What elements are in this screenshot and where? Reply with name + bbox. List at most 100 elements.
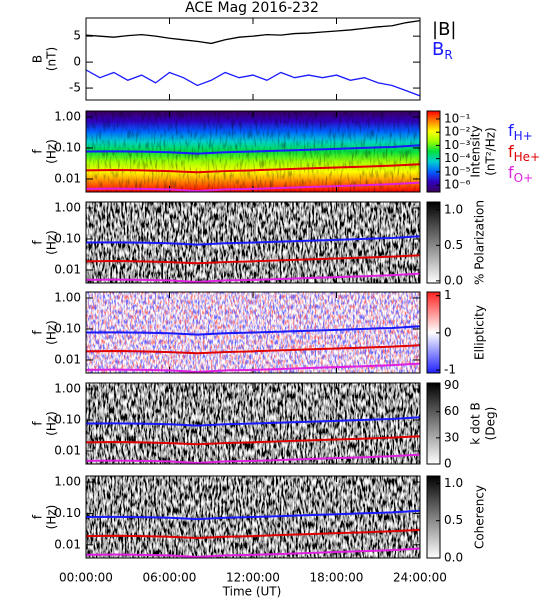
data-line [86,144,420,155]
y-tick-label: 0.01 [54,443,81,457]
data-line [86,528,420,539]
data-line [86,69,420,97]
y-tick-label: 1.00 [54,381,81,395]
colorbar-tick-label: 1 [444,288,452,302]
legend-name: f [508,142,514,161]
data-line [86,272,420,283]
y-tick-label: 0.10 [54,231,81,245]
data-line [86,509,420,521]
colorbar-tick-label: 0 [444,325,452,339]
data-line [86,416,420,427]
data-line [86,181,420,192]
data-line [86,325,420,336]
colorbar-tick-label: 10⁻⁴ [444,151,471,165]
colorbar-label: Ellipticity [473,305,487,360]
legend-name: |B| [432,19,456,40]
colorbar-tick-label: 1.0 [444,202,463,216]
legend-subscript: H+ [514,129,533,143]
plot-frame [85,291,421,374]
colorbar-tick-label: 0.5 [444,238,463,252]
colorbar [426,110,441,193]
y-tick-label: 0.01 [54,352,81,366]
colorbar [426,382,441,465]
y-tick-label: 0.01 [54,171,81,185]
legend-subscript: R [444,48,452,62]
colorbar-tick-label: 1.0 [444,476,463,490]
x-tick-label: 00:00:00 [59,571,113,585]
y-axis-label: (Hz) [45,139,59,164]
chart-title: ACE Mag 2016-232 [185,0,319,16]
legend-name: B [432,39,444,60]
colorbar-tick-label: 90 [444,378,459,392]
data-line [86,362,420,373]
data-line [86,163,420,174]
colorbar-label: % Polarization [473,200,487,285]
x-tick-label: 24:00:00 [393,571,447,585]
colorbar-tick-label: 60 [444,404,459,418]
data-line [86,344,420,355]
colorbar-label: (Deg) [484,407,498,441]
colorbar-tick-label: 0.0 [444,273,463,287]
colorbar-tick-label: -1 [444,363,456,377]
plot-frame [85,475,421,559]
colorbar-tick-label: 0.5 [444,513,463,527]
x-tick-label: 18:00:00 [310,571,364,585]
y-tick-label: 0.01 [54,537,81,551]
data-line [86,254,420,265]
x-tick-label: 06:00:00 [143,571,197,585]
y-tick-label: -5 [69,81,81,95]
legend-label: fO+ [508,163,533,185]
plot-frame [85,382,421,465]
colorbar-tick-label: 10⁻⁵ [444,164,471,178]
y-tick-label: 0.10 [54,412,81,426]
y-tick-label: 0.01 [54,262,81,276]
colorbar-tick-label: 10⁻¹ [444,111,471,125]
y-tick-label: 0 [73,55,81,69]
data-line [86,547,420,558]
legend-subscript: O+ [514,171,534,185]
data-line [86,19,420,45]
colorbar-tick-label: 10⁻³ [444,138,471,152]
y-tick-label: 1.00 [54,109,81,123]
y-tick-label: 0.10 [54,506,81,520]
y-axis-label: f [31,330,45,335]
colorbar-tick-label: 0.0 [444,551,463,565]
plot-frame [85,201,421,284]
colorbar [426,201,441,284]
y-tick-label: 1.00 [54,200,81,214]
colorbar-label: (nT²/Hz) [484,127,498,175]
y-axis-label: B [31,55,45,63]
legend-name: f [508,121,514,140]
colorbar-tick-label: 10⁻⁶ [444,178,471,192]
legend-label: fHe+ [508,142,540,164]
data-line [86,235,420,246]
colorbar-tick-label: 10⁻² [444,125,471,139]
y-axis-label: f [31,240,45,245]
legend-subscript: He+ [514,150,540,164]
data-line [86,435,420,446]
y-axis-label: (Hz) [45,411,59,436]
colorbar-tick-label: 0 [444,457,452,471]
y-axis-label: f [31,421,45,426]
legend-label: BR [432,39,453,62]
x-tick-label: 12:00:00 [226,571,280,585]
legend-label: |B| [432,19,456,40]
y-tick-label: 0.10 [54,321,81,335]
colorbar-label: Intensity [469,125,483,177]
y-axis-label: f [31,514,45,519]
y-axis-label: (Hz) [45,320,59,345]
data-line [86,453,420,464]
colorbar-label: k dot B [469,402,483,444]
legend-label: fH+ [508,121,533,143]
y-tick-label: 0.10 [54,140,81,154]
colorbar-tick-label: 30 [444,430,459,444]
plot-frame [85,17,421,101]
y-tick-label: 5 [73,29,81,43]
colorbar-label: Coherency [473,485,487,549]
y-axis-label: (Hz) [45,230,59,255]
plot-frame [85,110,421,193]
colorbar [426,475,441,559]
y-axis-label: (Hz) [45,505,59,530]
x-axis-label: Time (UT) [222,585,282,599]
